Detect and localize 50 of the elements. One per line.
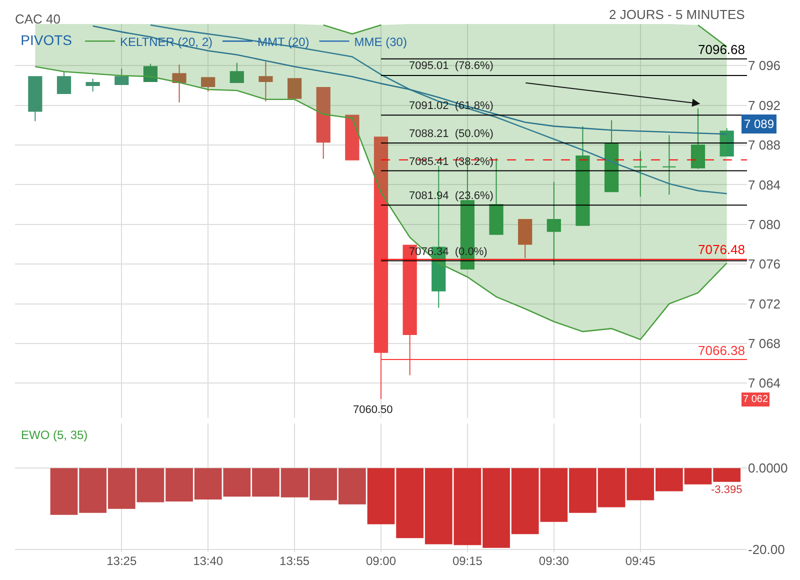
data-label: -3.395 (711, 484, 742, 496)
candlestick (201, 77, 216, 92)
candlestick (287, 78, 302, 99)
y-tick-label: 7 084 (748, 177, 781, 192)
chart-title: EWO (5, 35) (21, 428, 88, 442)
candlestick (662, 134, 676, 196)
x-tick-label: 13:40 (193, 554, 224, 568)
y-tick-label: 7 080 (748, 216, 781, 232)
x-tick-label: 13:55 (280, 554, 310, 568)
text: 7 062 (743, 394, 768, 405)
ref-line-label: 7076.48 (698, 242, 745, 257)
ref-line-label: 7096.68 (698, 42, 745, 57)
legend-label: KELTNER (20, 2) (120, 34, 213, 49)
candlestick (546, 181, 561, 266)
chart-subtitle: 2 JOURS - 5 MINUTES (609, 7, 746, 22)
annotation: 7088.21 (50.0%) (409, 128, 494, 140)
candlestick (316, 87, 330, 160)
x-tick-label: 09:45 (625, 554, 656, 568)
annotation: 7060.50 (353, 404, 393, 416)
candlestick (28, 76, 42, 122)
candlestick (576, 126, 590, 226)
candlestick (345, 114, 360, 160)
y-tick-label: -20.00 (748, 542, 785, 558)
candlestick (720, 128, 734, 156)
annotation: 7095.01 (78.6%) (409, 60, 494, 72)
y-tick-label: 7 064 (748, 376, 781, 391)
x-tick-label: 09:15 (452, 554, 483, 568)
y-tick-label: 7 076 (748, 256, 781, 272)
candlestick (143, 63, 158, 82)
candlestick (604, 120, 619, 192)
chart-title: CAC 40 (15, 12, 61, 27)
candlestick (56, 71, 72, 94)
y-tick-label: 7 096 (748, 58, 781, 74)
data-label: 7 089 (744, 117, 774, 131)
x-tick-label: 13:25 (106, 554, 137, 568)
y-tick-label: 0.0000 (748, 460, 788, 476)
candlestick (114, 68, 129, 86)
legend-label: MME (30) (354, 34, 407, 49)
candlestick (230, 62, 244, 84)
y-tick-label: 7 088 (748, 138, 781, 153)
ref-line-label: 7066.38 (698, 343, 745, 358)
candlestick (690, 108, 706, 170)
candlestick (86, 78, 100, 92)
legend-title: PIVOTS (20, 32, 72, 48)
candlestick (633, 150, 648, 198)
x-tick-label: 09:00 (366, 554, 396, 568)
y-tick-label: 7 092 (748, 98, 781, 113)
y-tick-label: 7 072 (748, 296, 781, 312)
y-tick-label: 7 068 (748, 336, 781, 352)
x-tick-label: 09:30 (538, 554, 570, 568)
